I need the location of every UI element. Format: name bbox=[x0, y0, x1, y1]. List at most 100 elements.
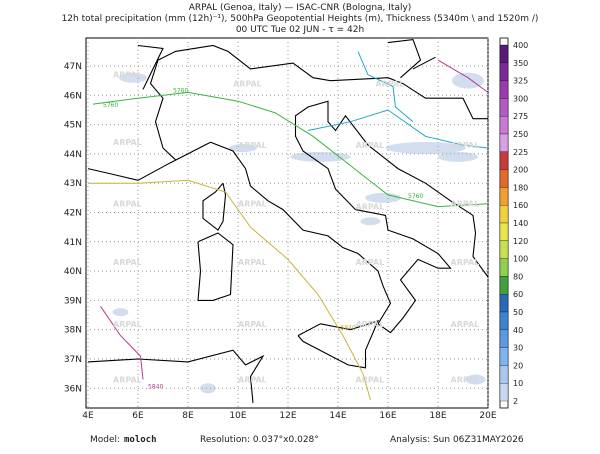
contour-label: 5840 bbox=[148, 383, 163, 390]
colorbar-swatch bbox=[499, 276, 509, 295]
footer-label: Model: bbox=[90, 435, 120, 445]
watermark: ARPAL bbox=[113, 200, 142, 209]
colorbar-swatch bbox=[499, 383, 509, 402]
contour-label: 5760 bbox=[103, 102, 118, 109]
contour-line bbox=[357, 51, 414, 123]
lon-label: 20E bbox=[479, 411, 496, 421]
map-frame bbox=[85, 37, 489, 409]
lat-label: 46N bbox=[64, 91, 82, 101]
colorbar-label: 50 bbox=[513, 308, 523, 317]
lat-label: 40N bbox=[64, 267, 82, 277]
colorbar-label: 250 bbox=[513, 130, 528, 139]
precip-area bbox=[452, 72, 484, 89]
contour-line bbox=[307, 109, 489, 149]
colorbar-swatch bbox=[499, 44, 509, 63]
watermark: ARPAL bbox=[113, 258, 142, 267]
colorbar-label: 275 bbox=[513, 112, 528, 121]
colorbar-swatch bbox=[499, 169, 509, 188]
watermark: ARPAL bbox=[356, 141, 385, 150]
lat-label: 39N bbox=[64, 296, 82, 306]
watermark: ARPAL bbox=[356, 258, 385, 267]
colorbar-label: 325 bbox=[513, 77, 528, 86]
precip-area bbox=[365, 192, 401, 203]
coastline bbox=[197, 232, 234, 301]
precip-area bbox=[385, 142, 466, 155]
colorbar-label: 10 bbox=[513, 379, 523, 388]
coastline bbox=[87, 100, 489, 334]
watermark: ARPAL bbox=[356, 320, 385, 329]
watermark: ARPAL bbox=[451, 375, 480, 384]
colorbar-swatch bbox=[499, 98, 509, 117]
colorbar-swatch bbox=[499, 116, 509, 135]
colorbar-label: 120 bbox=[513, 237, 528, 246]
colorbar-label: 140 bbox=[513, 219, 528, 228]
watermark: ARPAL bbox=[356, 203, 385, 212]
watermark: ARPAL bbox=[113, 375, 142, 384]
watermark: ARPAL bbox=[238, 258, 267, 267]
colorbar-label: 400 bbox=[513, 41, 528, 50]
watermark: ARPAL bbox=[113, 138, 142, 147]
contour-label: 5760 bbox=[173, 87, 188, 94]
watermark: ARPAL bbox=[451, 320, 480, 329]
colorbar-swatch bbox=[499, 222, 509, 241]
lat-label: 45N bbox=[64, 121, 82, 131]
colorbar-label: 350 bbox=[513, 59, 528, 68]
footer-model: moloch bbox=[124, 435, 157, 445]
precip-area bbox=[465, 374, 486, 385]
watermark: ARPAL bbox=[238, 200, 267, 209]
watermark: ARPAL bbox=[451, 141, 480, 150]
coastline bbox=[157, 44, 488, 120]
colorbar-swatch bbox=[499, 347, 509, 366]
precip-area bbox=[119, 72, 147, 83]
precip-area bbox=[229, 144, 257, 153]
coastline bbox=[137, 44, 164, 90]
lon-label: 4E bbox=[82, 411, 94, 421]
title-line: 12h total precipitation (mm (12h)⁻¹), 50… bbox=[62, 14, 539, 24]
colorbar-label: 180 bbox=[513, 183, 528, 192]
lat-label: 42N bbox=[64, 209, 82, 219]
colorbar-label: 60 bbox=[513, 290, 523, 299]
contour-label: 5840 bbox=[341, 325, 356, 332]
watermark: ARPAL bbox=[233, 80, 262, 89]
colorbar-swatch bbox=[499, 311, 509, 330]
colorbar-swatch bbox=[499, 205, 509, 224]
contour-line bbox=[412, 56, 436, 70]
watermark: ARPAL bbox=[113, 320, 142, 329]
watermark: ARPAL bbox=[356, 375, 385, 384]
lat-label: 37N bbox=[64, 355, 82, 365]
colorbar-swatch bbox=[499, 240, 509, 259]
lon-label: 10E bbox=[229, 411, 246, 421]
map: 5760 5760 5840 5840 5760 ARPAL ARPAL ARPAL ARPAL… bbox=[86, 38, 489, 408]
watermark: ARPAL bbox=[451, 258, 480, 267]
title-line: 00 UTC Tue 02 JUN - τ = 42h bbox=[236, 25, 364, 35]
lat-label: 47N bbox=[64, 62, 82, 72]
coastline bbox=[387, 39, 422, 79]
footer-resolution: Resolution: 0.037°x0.028° bbox=[200, 435, 319, 445]
lon-label: 18E bbox=[429, 411, 446, 421]
contour-line bbox=[100, 306, 144, 380]
colorbar-swatch bbox=[499, 62, 509, 81]
lat-label: 41N bbox=[64, 238, 82, 248]
colorbar-swatch bbox=[499, 80, 509, 99]
colorbar-label: 30 bbox=[513, 344, 523, 353]
contour-line bbox=[437, 59, 489, 93]
colorbar-swatch bbox=[499, 365, 509, 384]
colorbar-label: 300 bbox=[513, 94, 528, 103]
contour-label: 5760 bbox=[408, 193, 423, 200]
colorbar-label: 2 bbox=[513, 397, 518, 406]
watermark: ARPAL bbox=[451, 200, 480, 209]
coastline bbox=[297, 320, 379, 369]
precip-area bbox=[438, 151, 478, 162]
colorbar-swatch bbox=[499, 294, 509, 313]
contour-line bbox=[92, 91, 489, 208]
watermark: ARPAL bbox=[376, 80, 405, 89]
colorbar-label: 225 bbox=[513, 148, 528, 157]
title-line: ARPAL (Genoa, Italy) — ISAC-CNR (Bologna… bbox=[189, 3, 412, 13]
lat-label: 38N bbox=[64, 326, 82, 336]
colorbar-label: 160 bbox=[513, 201, 528, 210]
lon-label: 6E bbox=[132, 411, 144, 421]
colorbar-label: 80 bbox=[513, 272, 523, 281]
colorbar-label: 20 bbox=[513, 361, 523, 370]
colorbar-label: 100 bbox=[513, 255, 528, 264]
